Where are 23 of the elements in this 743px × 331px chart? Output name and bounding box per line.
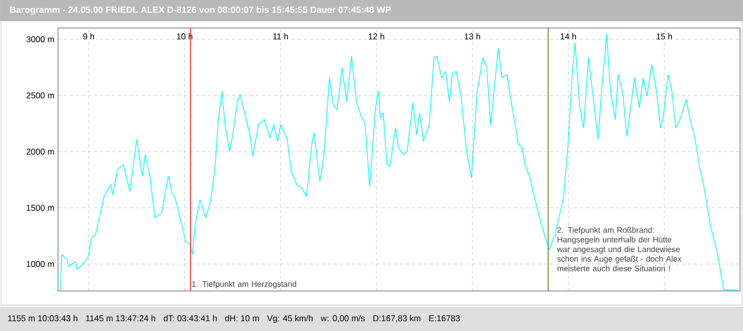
text: dH: 10 m bbox=[225, 315, 259, 322]
x-tick-label: 9 h bbox=[83, 33, 94, 40]
y-tick-label: 1000 m bbox=[26, 261, 54, 268]
line-series bbox=[60, 34, 738, 290]
text: w: 0,00 m/s bbox=[320, 315, 365, 322]
y-tick-label: 2000 m bbox=[26, 148, 54, 155]
chart-title: Barogramm - 24.05.00 FRIEDL ALEX D-8126 von 08:00:07 bis 15:45:55 Dauer 07:45:48 WP bbox=[10, 6, 391, 15]
x-tick-label: 15 h bbox=[656, 33, 672, 40]
annotation: 2. Tiefpunkt am Roßbrand: Hangsegeln unterhalb der Hütte war angesagt und die Landewiese schon ins Auge gefaßt - doch Alex meisterte auch diese Situation ! bbox=[557, 226, 682, 272]
annotation: 1. Tiefpunkt am Herzogstand bbox=[192, 280, 296, 288]
y-tick-label: 2500 m bbox=[26, 92, 54, 98]
text: dT: 03:43:41 h bbox=[164, 315, 217, 322]
text: E:16783 bbox=[429, 315, 460, 322]
x-tick-label: 11 h bbox=[273, 33, 288, 40]
y-tick-label: 1500 m bbox=[26, 204, 54, 211]
x-tick-label: 13 h bbox=[464, 33, 480, 40]
x-tick-label: 14 h bbox=[560, 33, 576, 40]
text: Vg: 45 km/h bbox=[267, 315, 313, 323]
text: 1155 m 10:03:43 h bbox=[8, 315, 78, 322]
x-tick-label: 12 h bbox=[368, 33, 384, 40]
y-tick-label: 3000 m bbox=[26, 36, 54, 42]
text: 1145 m 13:47:24 h bbox=[86, 315, 156, 322]
text: D:167,83 km bbox=[373, 315, 420, 322]
